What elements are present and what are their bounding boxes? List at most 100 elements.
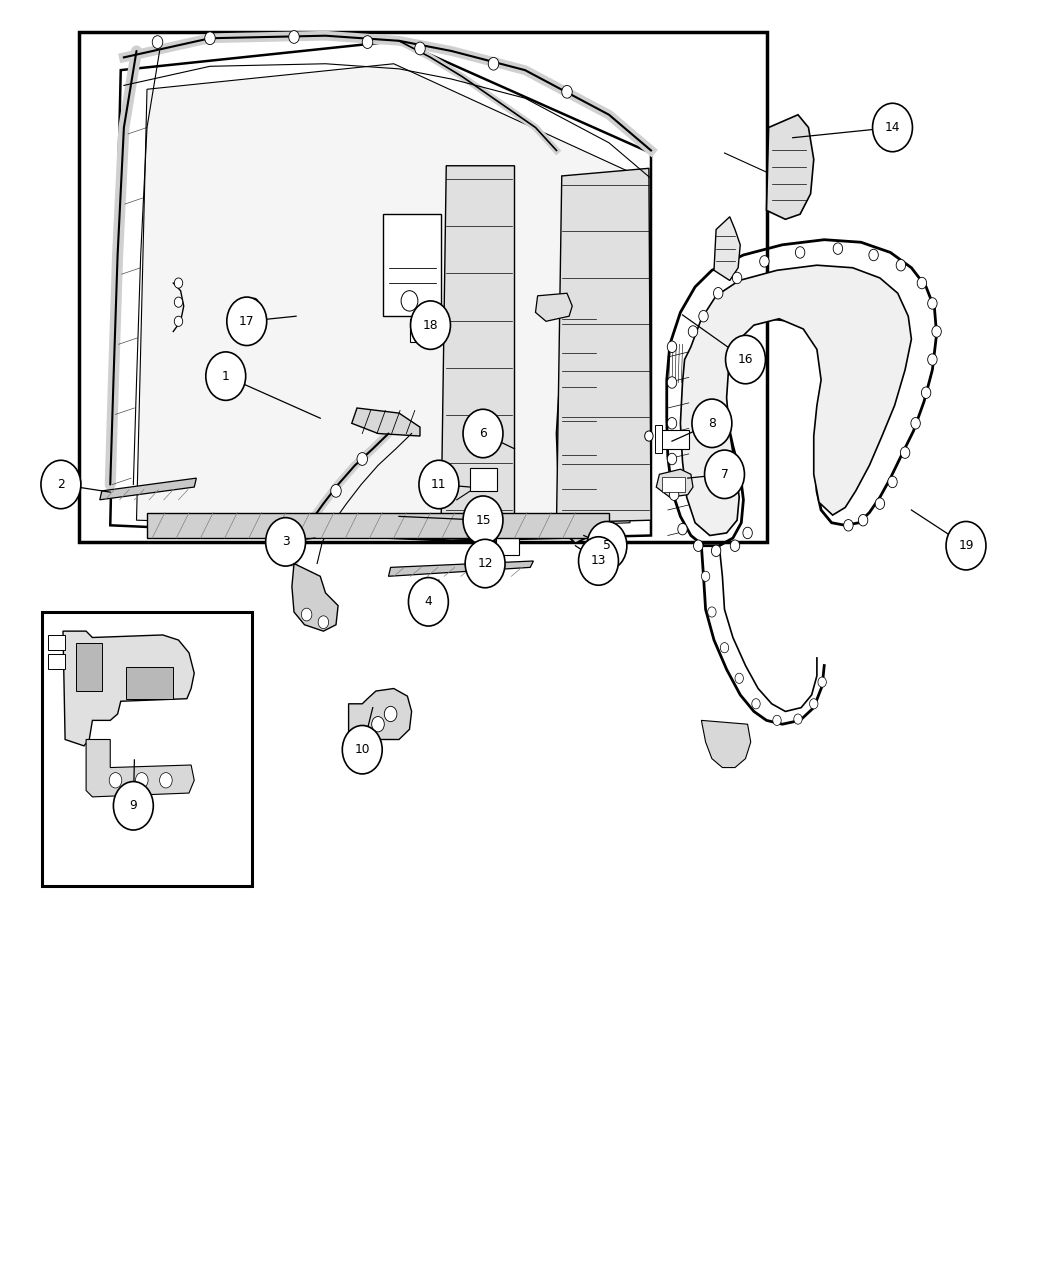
Circle shape: [888, 477, 897, 488]
Circle shape: [699, 311, 708, 323]
Circle shape: [113, 782, 153, 830]
Circle shape: [844, 520, 854, 532]
FancyBboxPatch shape: [76, 643, 102, 691]
Circle shape: [463, 409, 503, 458]
Polygon shape: [352, 408, 420, 436]
Circle shape: [41, 460, 81, 509]
Circle shape: [689, 326, 697, 338]
Circle shape: [928, 354, 937, 366]
Text: 11: 11: [432, 478, 446, 491]
Circle shape: [342, 725, 382, 774]
Circle shape: [692, 399, 732, 448]
Circle shape: [705, 450, 744, 499]
Circle shape: [465, 539, 505, 588]
Circle shape: [796, 246, 805, 258]
FancyBboxPatch shape: [126, 667, 173, 699]
FancyBboxPatch shape: [470, 468, 497, 491]
Text: 19: 19: [959, 539, 973, 552]
Circle shape: [759, 256, 769, 268]
Text: 10: 10: [355, 743, 370, 756]
Circle shape: [174, 297, 183, 307]
Text: 14: 14: [885, 121, 900, 134]
Circle shape: [928, 298, 937, 309]
Circle shape: [206, 352, 246, 400]
Circle shape: [419, 460, 459, 509]
Circle shape: [922, 388, 931, 398]
Polygon shape: [556, 303, 601, 543]
Circle shape: [174, 278, 183, 288]
Text: 16: 16: [738, 353, 753, 366]
Polygon shape: [766, 115, 814, 219]
FancyBboxPatch shape: [655, 425, 662, 453]
Circle shape: [868, 250, 878, 261]
Circle shape: [896, 260, 905, 270]
FancyBboxPatch shape: [659, 430, 689, 449]
FancyBboxPatch shape: [662, 477, 685, 492]
Text: 6: 6: [479, 427, 487, 440]
Circle shape: [301, 608, 312, 621]
Text: 18: 18: [423, 319, 438, 332]
Polygon shape: [536, 293, 572, 321]
Circle shape: [250, 298, 258, 309]
Circle shape: [401, 291, 418, 311]
Circle shape: [858, 515, 867, 525]
Circle shape: [160, 773, 172, 788]
Circle shape: [109, 773, 122, 788]
FancyBboxPatch shape: [410, 319, 436, 342]
Circle shape: [668, 454, 677, 465]
Circle shape: [714, 288, 723, 300]
Circle shape: [266, 518, 306, 566]
Circle shape: [152, 36, 163, 48]
Circle shape: [932, 326, 942, 338]
Circle shape: [911, 418, 920, 428]
Circle shape: [875, 499, 884, 510]
Text: 4: 4: [424, 595, 433, 608]
Circle shape: [562, 85, 572, 98]
Text: 5: 5: [603, 539, 611, 552]
Circle shape: [668, 377, 677, 389]
FancyBboxPatch shape: [147, 513, 609, 538]
Polygon shape: [556, 168, 651, 523]
Circle shape: [742, 528, 752, 538]
FancyBboxPatch shape: [496, 532, 519, 555]
Polygon shape: [349, 688, 412, 762]
Circle shape: [579, 537, 618, 585]
Circle shape: [304, 516, 315, 529]
Polygon shape: [388, 561, 533, 576]
Text: 12: 12: [478, 557, 492, 570]
Circle shape: [362, 36, 373, 48]
Circle shape: [720, 643, 729, 653]
FancyBboxPatch shape: [42, 612, 252, 886]
Circle shape: [726, 335, 765, 384]
Text: 3: 3: [281, 536, 290, 548]
Text: 9: 9: [129, 799, 138, 812]
Polygon shape: [136, 64, 630, 529]
Circle shape: [205, 32, 215, 45]
Circle shape: [135, 773, 148, 788]
Circle shape: [463, 496, 503, 544]
Text: 17: 17: [239, 315, 254, 328]
Circle shape: [587, 521, 627, 570]
Circle shape: [356, 738, 369, 754]
Circle shape: [946, 521, 986, 570]
Text: 2: 2: [57, 478, 65, 491]
Circle shape: [818, 677, 826, 687]
Text: 8: 8: [708, 417, 716, 430]
Text: 7: 7: [720, 468, 729, 481]
Circle shape: [331, 484, 341, 497]
Circle shape: [372, 717, 384, 732]
Polygon shape: [701, 720, 751, 768]
Polygon shape: [656, 469, 693, 497]
Circle shape: [732, 273, 741, 283]
Polygon shape: [441, 166, 514, 529]
Circle shape: [810, 699, 818, 709]
Text: 1: 1: [222, 370, 230, 382]
Text: 13: 13: [591, 555, 606, 567]
Polygon shape: [680, 265, 911, 536]
Circle shape: [918, 278, 926, 288]
Circle shape: [901, 448, 909, 459]
Circle shape: [415, 42, 425, 55]
Circle shape: [668, 342, 677, 353]
Circle shape: [289, 31, 299, 43]
Circle shape: [488, 57, 499, 70]
